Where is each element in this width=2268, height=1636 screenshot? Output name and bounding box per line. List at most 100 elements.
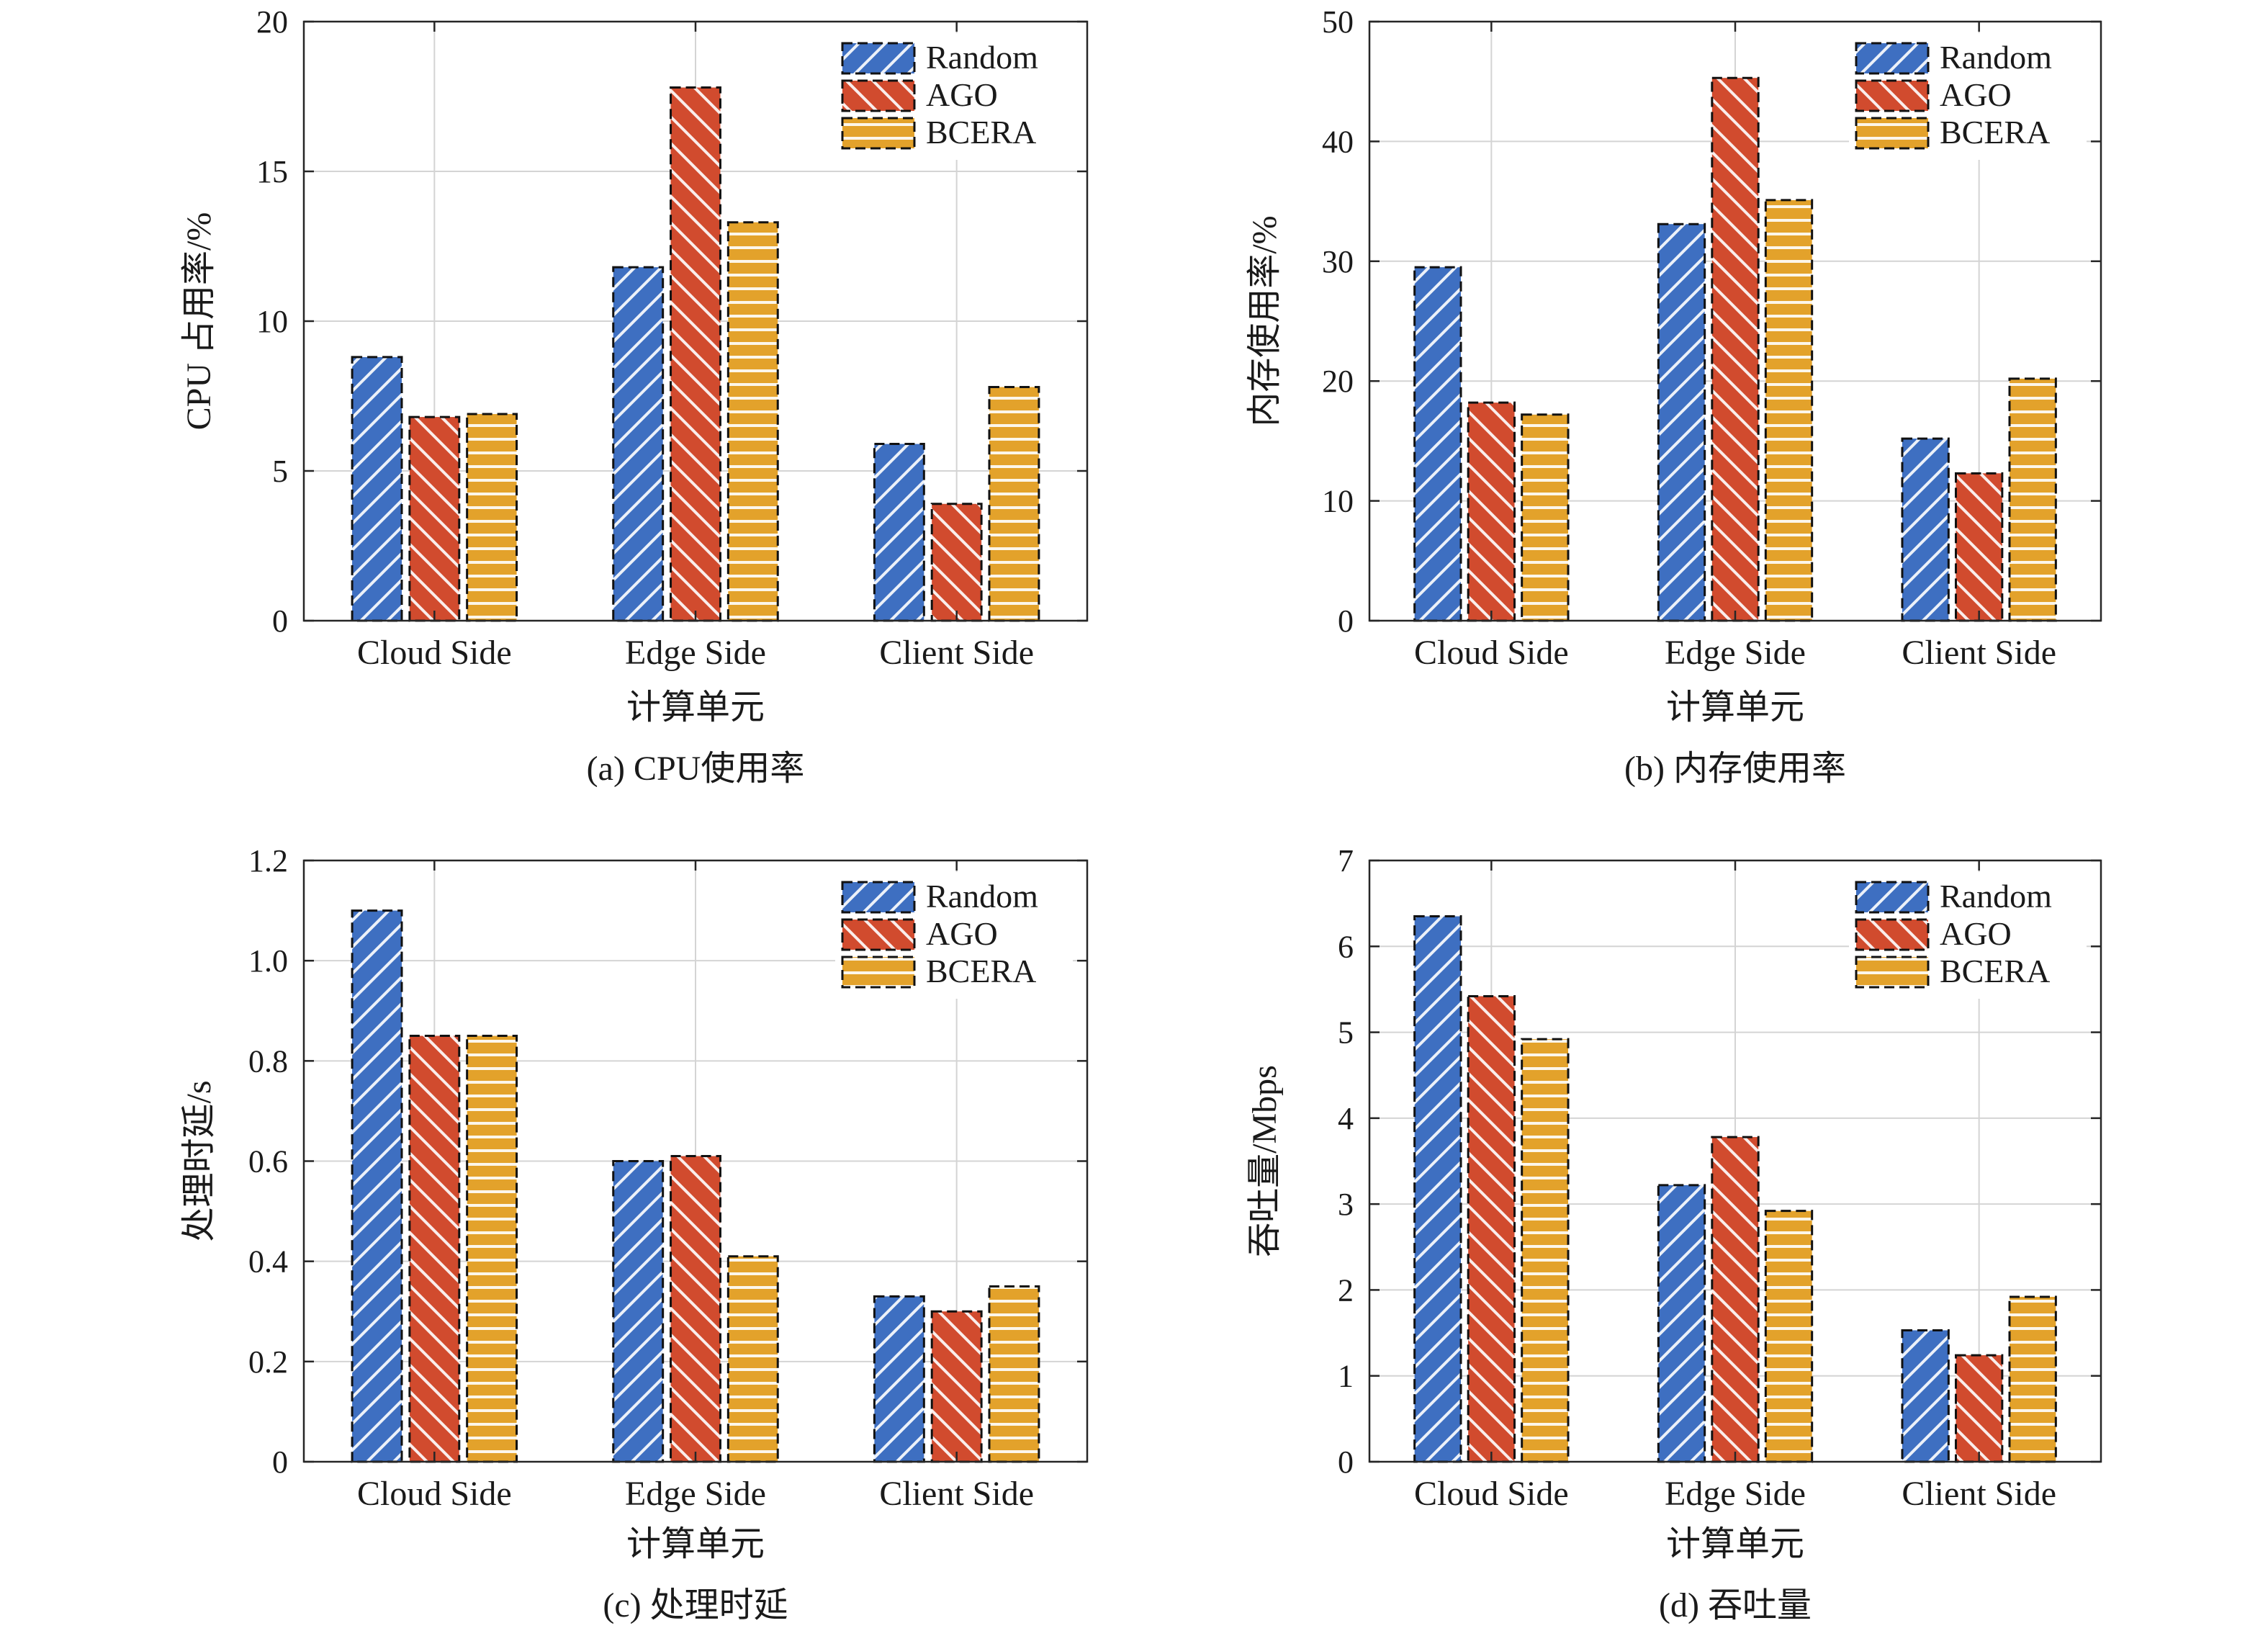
- legend-label-random: Random: [926, 878, 1038, 914]
- y-tick-label: 20: [256, 4, 288, 40]
- y-tick-label: 0: [1338, 1444, 1354, 1480]
- bar-ago-edge-side: [670, 1155, 721, 1463]
- chart-b: 0 10 20 30 40 50 Cloud Side Edge Side Client Sid…: [1246, 4, 2102, 788]
- bar-random-cloud-side: [351, 356, 403, 622]
- y-axis-label: 吞吐量/Mbps: [1246, 1065, 1284, 1257]
- y-tick-label: 5: [272, 454, 288, 489]
- y-tick-label: 0: [272, 603, 288, 639]
- chart-caption: (b) 内存使用率: [1624, 750, 1846, 788]
- bar-random-client-side: [1901, 1329, 1950, 1463]
- y-tick-label: 0: [272, 1444, 288, 1480]
- x-axis-label: 计算单元: [626, 1525, 765, 1563]
- chart-caption: (c) 处理时延: [603, 1586, 788, 1624]
- y-tick-label: 3: [1338, 1187, 1354, 1222]
- legend-label-bcera: BCERA: [1940, 953, 2050, 989]
- y-tick-label: 6: [1338, 929, 1354, 964]
- bar-bcera-edge-side: [1764, 1210, 1814, 1463]
- bar-ago-client-side: [930, 1310, 983, 1463]
- legend-label-random: Random: [926, 39, 1038, 76]
- chart-a: 0 5 10 15 20 Cloud Side Edge Side Client Side 计算…: [180, 4, 1089, 788]
- bar-random-edge-side: [1657, 1184, 1706, 1463]
- y-tick-label: 5: [1338, 1015, 1354, 1051]
- chart-caption: (d) 吞吐量: [1659, 1586, 1812, 1624]
- chart-d: 0 1 2 3 4 5 6 7 Cloud Side Edge Side Client Side 计算…: [1246, 843, 2102, 1624]
- x-tick-label: Cloud Side: [357, 634, 512, 672]
- y-tick-label: 1.0: [248, 943, 288, 979]
- bar-ago-cloud-side: [408, 415, 461, 622]
- bar-random-cloud-side: [1413, 266, 1462, 622]
- bar-bcera-cloud-side: [1521, 413, 1570, 622]
- bar-ago-client-side: [1954, 472, 2004, 622]
- x-tick-label: Cloud Side: [1414, 1475, 1569, 1513]
- bar-random-client-side: [873, 443, 925, 622]
- bar-bcera-client-side: [988, 1285, 1040, 1463]
- y-tick-label: 10: [1322, 484, 1354, 519]
- y-tick-label: 50: [1322, 4, 1354, 40]
- legend-swatch-ago: [1855, 79, 1930, 112]
- x-axis-label: 计算单元: [1666, 1525, 1804, 1563]
- legend-swatch-random: [841, 42, 916, 75]
- bar-ago-cloud-side: [1467, 994, 1516, 1463]
- y-tick-label: 30: [1322, 244, 1354, 279]
- bar-ago-edge-side: [1711, 76, 1760, 622]
- legend-swatch-ago: [841, 79, 916, 112]
- legend-label-ago: AGO: [926, 76, 998, 113]
- bar-ago-client-side: [1954, 1354, 2004, 1463]
- legend-swatch-random: [841, 881, 916, 914]
- bar-bcera-client-side: [2008, 1295, 2057, 1463]
- legend-label-ago: AGO: [926, 915, 998, 952]
- legend-label-random: Random: [1940, 39, 2052, 76]
- x-tick-label: Client Side: [879, 1475, 1034, 1513]
- y-tick-label: 20: [1322, 364, 1354, 399]
- legend-swatch-random: [1855, 881, 1930, 914]
- x-tick-label: Edge Side: [1665, 1475, 1806, 1513]
- x-tick-label: Client Side: [1902, 634, 2056, 672]
- y-tick-label: 4: [1338, 1101, 1354, 1136]
- bar-ago-cloud-side: [408, 1035, 461, 1463]
- x-axis-label: 计算单元: [1666, 688, 1804, 727]
- bar-random-edge-side: [612, 266, 665, 622]
- y-tick-label: 0.2: [248, 1344, 288, 1380]
- bar-bcera-edge-side: [726, 221, 779, 622]
- legend-swatch-bcera: [841, 956, 916, 989]
- x-tick-label: Edge Side: [625, 634, 766, 672]
- bar-ago-cloud-side: [1467, 401, 1516, 622]
- bar-random-client-side: [1901, 437, 1950, 622]
- legend-label-ago: AGO: [1940, 915, 2012, 952]
- bar-random-client-side: [873, 1295, 925, 1463]
- chart-caption: (a) CPU使用率: [587, 750, 805, 788]
- legend-label-ago: AGO: [1940, 76, 2012, 113]
- bar-ago-edge-side: [670, 86, 721, 622]
- y-tick-label: 2: [1338, 1272, 1354, 1308]
- bar-bcera-cloud-side: [466, 413, 518, 622]
- x-tick-label: Edge Side: [625, 1475, 766, 1513]
- chart-c: 0 0.2 0.4 0.6 0.8 1.0 1.2 Cloud Side Edge Side Cl…: [180, 843, 1089, 1624]
- legend-swatch-ago: [841, 918, 916, 951]
- x-tick-label: Cloud Side: [1414, 634, 1569, 672]
- x-tick-label: Client Side: [879, 634, 1034, 672]
- y-tick-label: 40: [1322, 124, 1354, 159]
- y-tick-label: 1.2: [248, 843, 288, 878]
- bar-random-cloud-side: [1413, 915, 1462, 1463]
- bar-bcera-client-side: [988, 386, 1040, 622]
- y-axis-label: 处理时延/s: [180, 1080, 218, 1241]
- bar-random-edge-side: [612, 1160, 665, 1463]
- y-tick-label: 0.4: [248, 1244, 288, 1280]
- x-tick-label: Cloud Side: [357, 1475, 512, 1513]
- y-tick-label: 7: [1338, 843, 1354, 878]
- legend-label-bcera: BCERA: [926, 114, 1036, 150]
- x-tick-label: Edge Side: [1665, 634, 1806, 672]
- bar-ago-edge-side: [1711, 1136, 1760, 1463]
- bar-random-edge-side: [1657, 223, 1706, 622]
- legend-label-random: Random: [1940, 878, 2052, 914]
- y-tick-label: 15: [256, 154, 288, 189]
- legend-swatch-bcera: [1855, 956, 1930, 989]
- y-tick-label: 1: [1338, 1359, 1354, 1394]
- y-tick-label: 0.8: [248, 1043, 288, 1079]
- bar-bcera-cloud-side: [1521, 1038, 1570, 1463]
- y-tick-label: 0: [1338, 603, 1354, 639]
- y-tick-label: 10: [256, 304, 288, 339]
